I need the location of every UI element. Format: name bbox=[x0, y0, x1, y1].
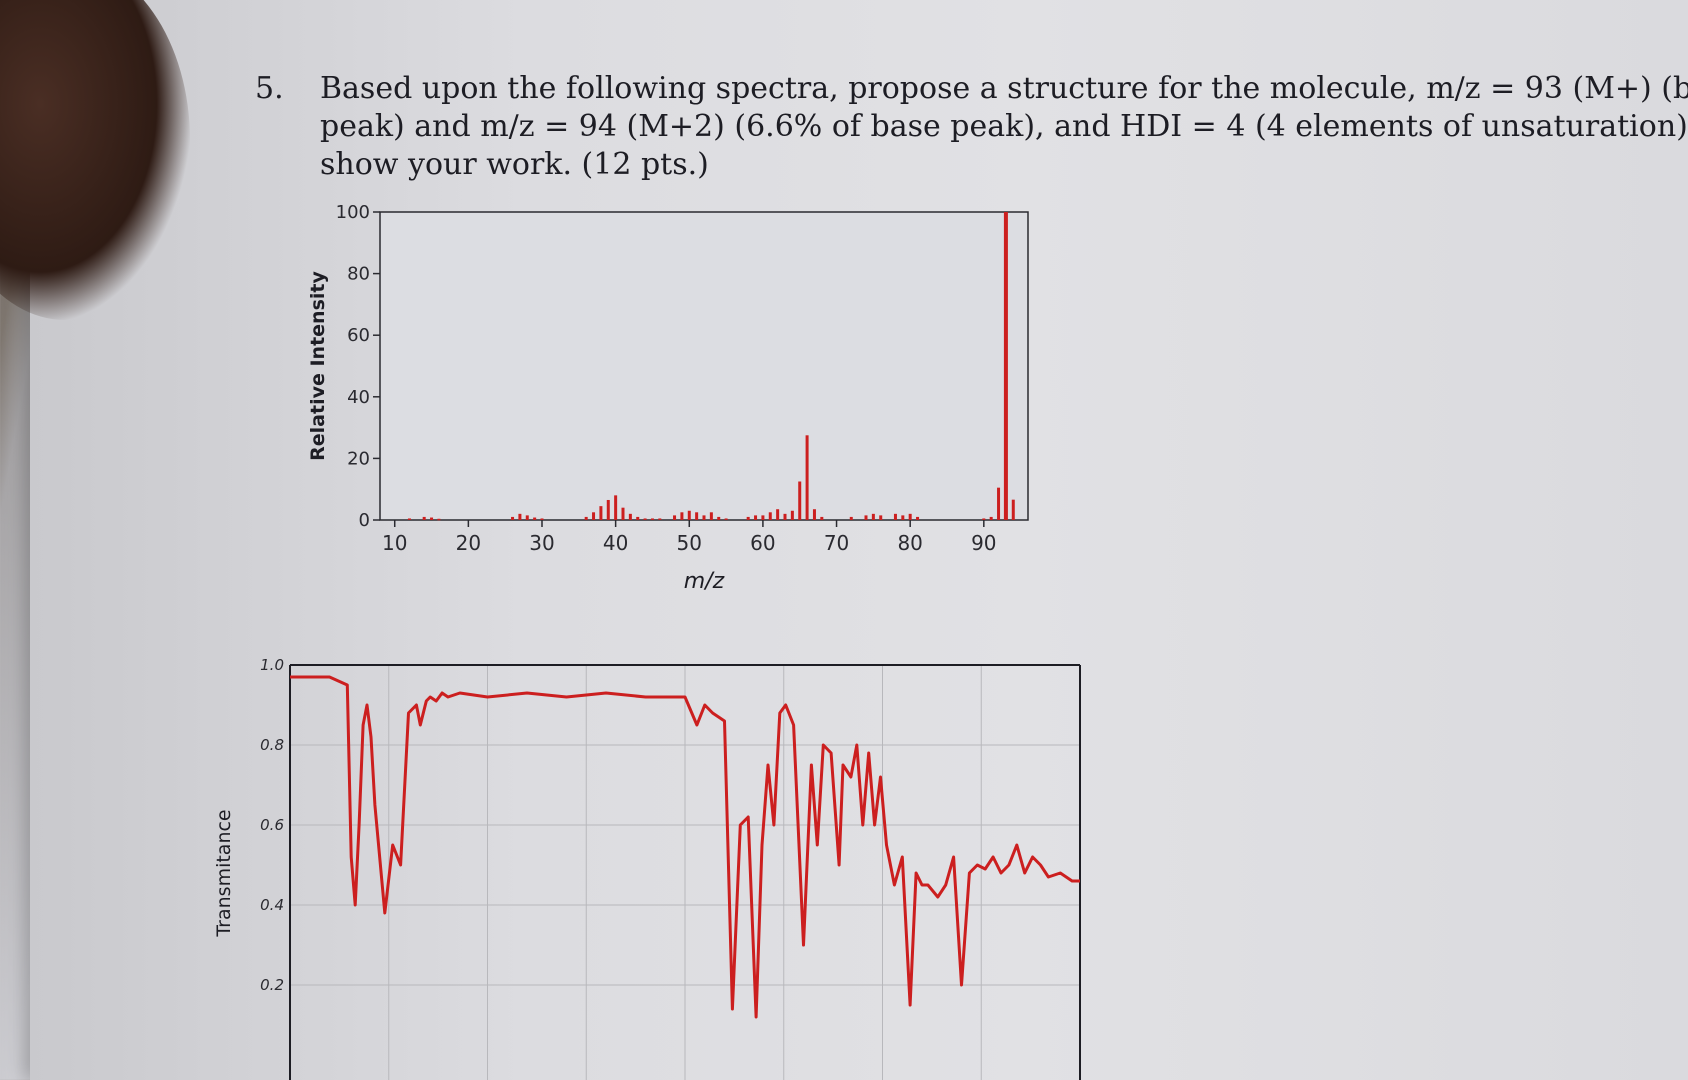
ms-y-axis-label: Relative Intensity bbox=[307, 271, 329, 461]
ir-y-axis-label: Transmitance bbox=[213, 809, 235, 937]
ms-bar bbox=[761, 515, 765, 520]
ms-bar bbox=[879, 515, 883, 520]
ms-bar bbox=[746, 516, 750, 520]
ms-y-tick-label: 20 bbox=[347, 448, 370, 469]
ms-bar bbox=[599, 506, 603, 520]
question-line-2: peak) and m/z = 94 (M+2) (6.6% of base p… bbox=[320, 109, 1688, 144]
ms-bar bbox=[776, 509, 780, 520]
ms-bar bbox=[702, 515, 706, 520]
ir-y-tick-label: 0.8 bbox=[260, 736, 284, 754]
ms-y-tick-label: 100 bbox=[336, 202, 370, 223]
ir-spectrum-chart: 0.2 0.4 0.6 0.8 1.0 Transmitance bbox=[213, 656, 1081, 1080]
ms-bar bbox=[982, 518, 986, 520]
ms-bar bbox=[768, 512, 772, 520]
ms-bar bbox=[805, 435, 809, 520]
ms-bar bbox=[673, 515, 677, 520]
ms-y-tick-label: 60 bbox=[347, 325, 370, 346]
ms-plot-area bbox=[379, 211, 1029, 521]
ms-bar bbox=[754, 515, 758, 520]
ms-bar bbox=[533, 517, 537, 520]
ms-bar bbox=[849, 516, 853, 520]
ms-bar bbox=[511, 516, 515, 520]
ms-bar bbox=[790, 510, 794, 520]
ms-y-tick-label: 80 bbox=[347, 264, 370, 285]
ms-bar bbox=[407, 518, 411, 520]
ir-spectrum-line bbox=[290, 675, 1080, 1019]
ms-bar bbox=[636, 516, 640, 520]
ms-bar bbox=[592, 512, 596, 520]
ms-y-tick-label: 40 bbox=[347, 387, 370, 408]
ms-bar bbox=[901, 515, 905, 520]
ms-x-tick-label: 50 bbox=[677, 531, 702, 555]
ms-x-tick-label: 10 bbox=[382, 531, 407, 555]
ms-bar bbox=[614, 495, 618, 520]
ms-bar bbox=[658, 518, 662, 520]
ms-bar bbox=[695, 512, 699, 520]
ms-bar bbox=[724, 518, 728, 520]
ms-bar bbox=[621, 507, 625, 520]
ms-bar bbox=[997, 487, 1001, 520]
ms-x-tick-label: 40 bbox=[603, 531, 628, 555]
ms-bar bbox=[687, 510, 691, 520]
ms-bar bbox=[798, 481, 802, 520]
ms-bar bbox=[1003, 212, 1008, 520]
ir-y-tick-label: 0.2 bbox=[260, 976, 284, 994]
ms-bar bbox=[916, 516, 920, 520]
ms-x-tick-label: 60 bbox=[750, 531, 775, 555]
ms-bar bbox=[893, 513, 897, 520]
ms-bar bbox=[812, 509, 816, 520]
ms-bar bbox=[680, 512, 684, 520]
ms-bar bbox=[422, 516, 426, 520]
ms-bar bbox=[606, 499, 610, 520]
ms-bar bbox=[584, 516, 588, 520]
paper-sheet bbox=[30, 0, 1688, 1080]
ms-bar bbox=[643, 518, 647, 520]
ms-x-tick-label: 70 bbox=[824, 531, 849, 555]
ms-bar bbox=[864, 515, 868, 520]
ir-y-tick-label: 1.0 bbox=[260, 656, 284, 674]
ms-bar bbox=[717, 516, 721, 520]
ms-x-tick-label: 20 bbox=[456, 531, 481, 555]
ms-bar bbox=[525, 515, 529, 520]
ms-bar bbox=[989, 516, 993, 520]
ms-x-tick-label: 30 bbox=[529, 531, 554, 555]
question-line-3: show your work. (12 pts.) bbox=[320, 147, 709, 182]
ms-bar bbox=[540, 518, 544, 520]
ms-x-tick-label: 90 bbox=[971, 531, 996, 555]
question-line-1: Based upon the following spectra, propos… bbox=[320, 71, 1688, 106]
ms-bar bbox=[628, 513, 632, 520]
ms-y-tick-label: 0 bbox=[359, 510, 370, 531]
ms-bar bbox=[437, 518, 441, 521]
ms-bar bbox=[709, 512, 713, 520]
ms-bar bbox=[820, 516, 824, 520]
question-number: 5. bbox=[255, 71, 284, 106]
ms-bar bbox=[518, 513, 522, 520]
ms-bar bbox=[871, 513, 875, 520]
ir-y-tick-label: 0.6 bbox=[260, 816, 284, 834]
ms-x-tick-label: 80 bbox=[897, 531, 922, 555]
ms-bar bbox=[650, 518, 654, 520]
ir-y-tick-label: 0.4 bbox=[260, 896, 284, 914]
ms-bar bbox=[783, 513, 787, 520]
ms-bar bbox=[1011, 499, 1015, 520]
ms-x-axis-label: m/z bbox=[684, 569, 725, 594]
ms-bar bbox=[430, 517, 434, 520]
ms-bar bbox=[908, 513, 912, 520]
mass-spectrum-chart: 0 20 40 60 80 100 10 20 30 40 50 60 70 80 90 m/z Relativ… bbox=[307, 202, 1029, 594]
